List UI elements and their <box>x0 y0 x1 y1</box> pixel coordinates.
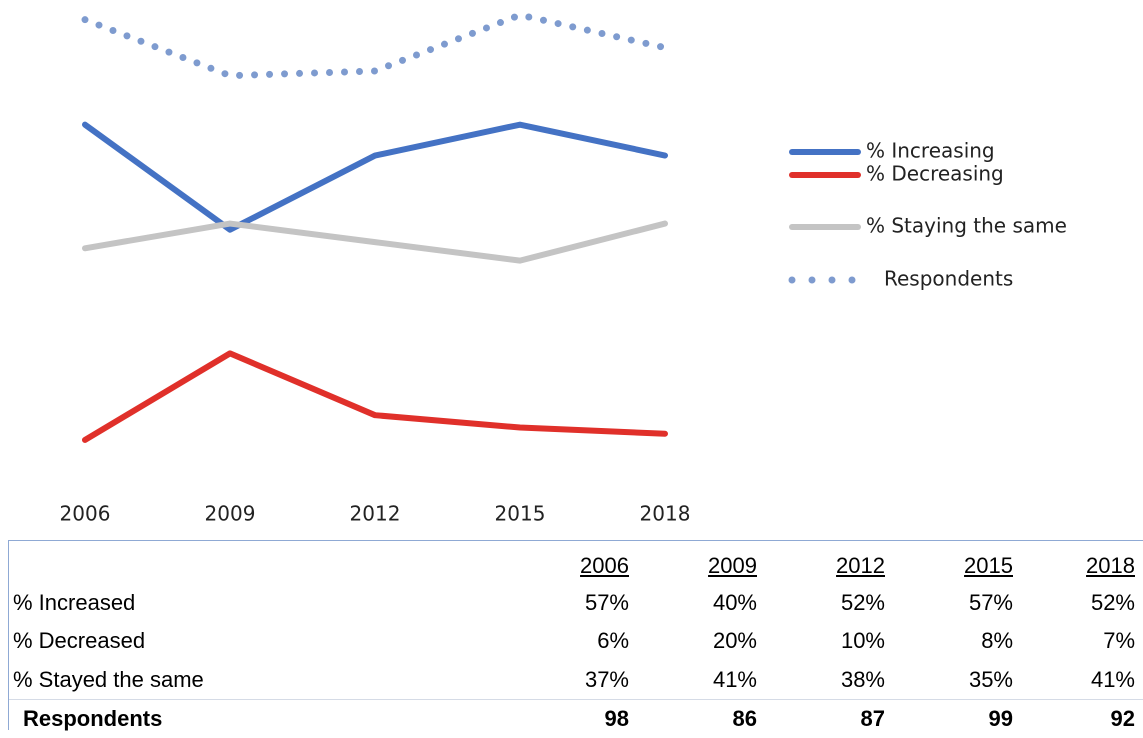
row-label: Respondents <box>23 706 163 731</box>
cell: 52% <box>840 590 885 615</box>
column-header: 2009 <box>708 553 757 578</box>
row-label: % Decreased <box>13 628 146 653</box>
cell: 86 <box>732 706 757 731</box>
cell: 87 <box>860 706 885 731</box>
table-row: % Decreased 6% 20% 10% 8% 7% <box>9 622 1143 660</box>
legend-label: % Increasing <box>866 139 995 163</box>
x-tick-label: 2018 <box>640 502 691 526</box>
legend-label: % Staying the same <box>866 214 1067 238</box>
series-line <box>82 121 668 233</box>
cell: 98 <box>604 706 629 731</box>
cell: 38% <box>840 667 885 692</box>
column-header: 2015 <box>964 553 1013 578</box>
x-tick-label: 2009 <box>205 502 256 526</box>
column-header: 2006 <box>580 553 629 578</box>
header-row: 2006 2009 2012 2015 2018 <box>9 547 1143 585</box>
cell: 99 <box>988 706 1013 731</box>
x-tick-label: 2006 <box>60 502 111 526</box>
cell: 8% <box>981 628 1013 653</box>
cell: 57% <box>584 590 629 615</box>
row-label: % Stayed the same <box>13 667 204 692</box>
chart: 2006 2009 2012 2015 2018 % Increasing% Decrea… <box>60 11 1067 526</box>
column-header: 2018 <box>1086 553 1135 578</box>
legend-label: Respondents <box>884 267 1013 291</box>
table-row: Respondents 98 86 87 99 92 <box>9 699 1143 738</box>
cell: 41% <box>1090 667 1135 692</box>
cell: 40% <box>712 590 757 615</box>
cell: 6% <box>597 628 629 653</box>
series-line <box>82 350 668 443</box>
table-row: % Stayed the same 37% 41% 38% 35% 41% <box>9 661 1143 699</box>
data-table: 2006 2009 2012 2015 2018 % Increased 57% 40% 52%… <box>8 540 1143 731</box>
table-row: % Increased 57% 40% 52% 57% 52% <box>9 584 1143 622</box>
series-line <box>82 220 668 264</box>
cell: 92 <box>1110 706 1135 731</box>
series-line <box>81 11 669 80</box>
row-label: % Increased <box>13 590 136 615</box>
cell: 37% <box>584 667 629 692</box>
x-tick-label: 2015 <box>495 502 546 526</box>
column-header: 2012 <box>836 553 885 578</box>
cell: 57% <box>968 590 1013 615</box>
cell: 7% <box>1103 628 1135 653</box>
x-tick-label: 2012 <box>350 502 401 526</box>
cell: 20% <box>712 628 757 653</box>
cell: 35% <box>968 667 1013 692</box>
cell: 52% <box>1090 590 1135 615</box>
cell: 10% <box>840 628 885 653</box>
legend-label: % Decreasing <box>866 162 1004 186</box>
cell: 41% <box>712 667 757 692</box>
